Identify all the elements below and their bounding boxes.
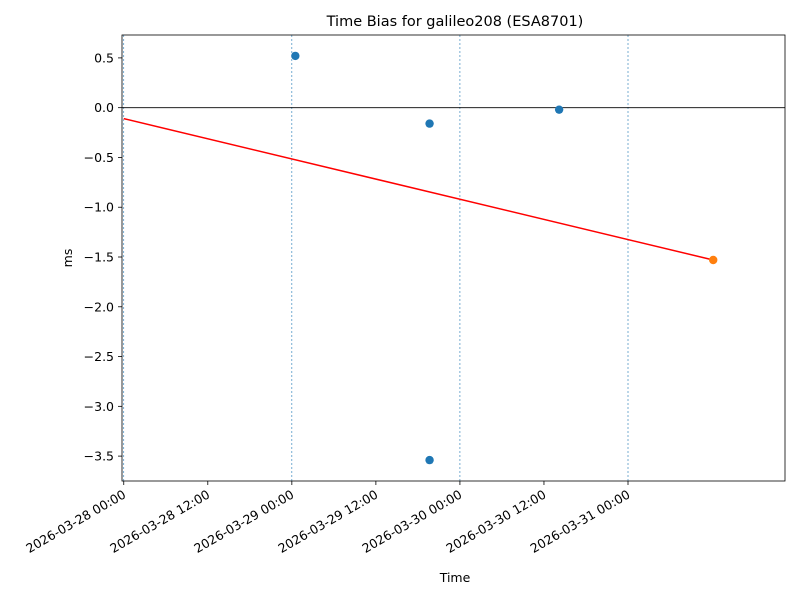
y-axis-label: ms [60,249,75,268]
y-tick-label: −2.5 [84,349,114,364]
plot-frame [121,34,786,482]
y-tick-label: −2.0 [84,299,114,314]
data-point [425,119,434,128]
y-tick-label: −3.5 [84,449,114,464]
y-tick-label: −3.0 [84,399,114,414]
data-point [554,105,564,114]
data-point [425,455,434,465]
y-tick-label: −0.5 [84,150,114,165]
x-axis-label: Time [439,570,471,585]
y-tick-label: 0.5 [94,50,114,65]
data-point [291,51,300,61]
y-tick-label: 0.0 [94,100,114,115]
y-tick-label: −1.5 [84,250,114,265]
data-point [709,255,718,265]
y-tick-label: −1.0 [84,200,114,215]
chart-title: Time Bias for galileo208 (ESA8701) [326,14,584,30]
trend-line [123,117,714,261]
